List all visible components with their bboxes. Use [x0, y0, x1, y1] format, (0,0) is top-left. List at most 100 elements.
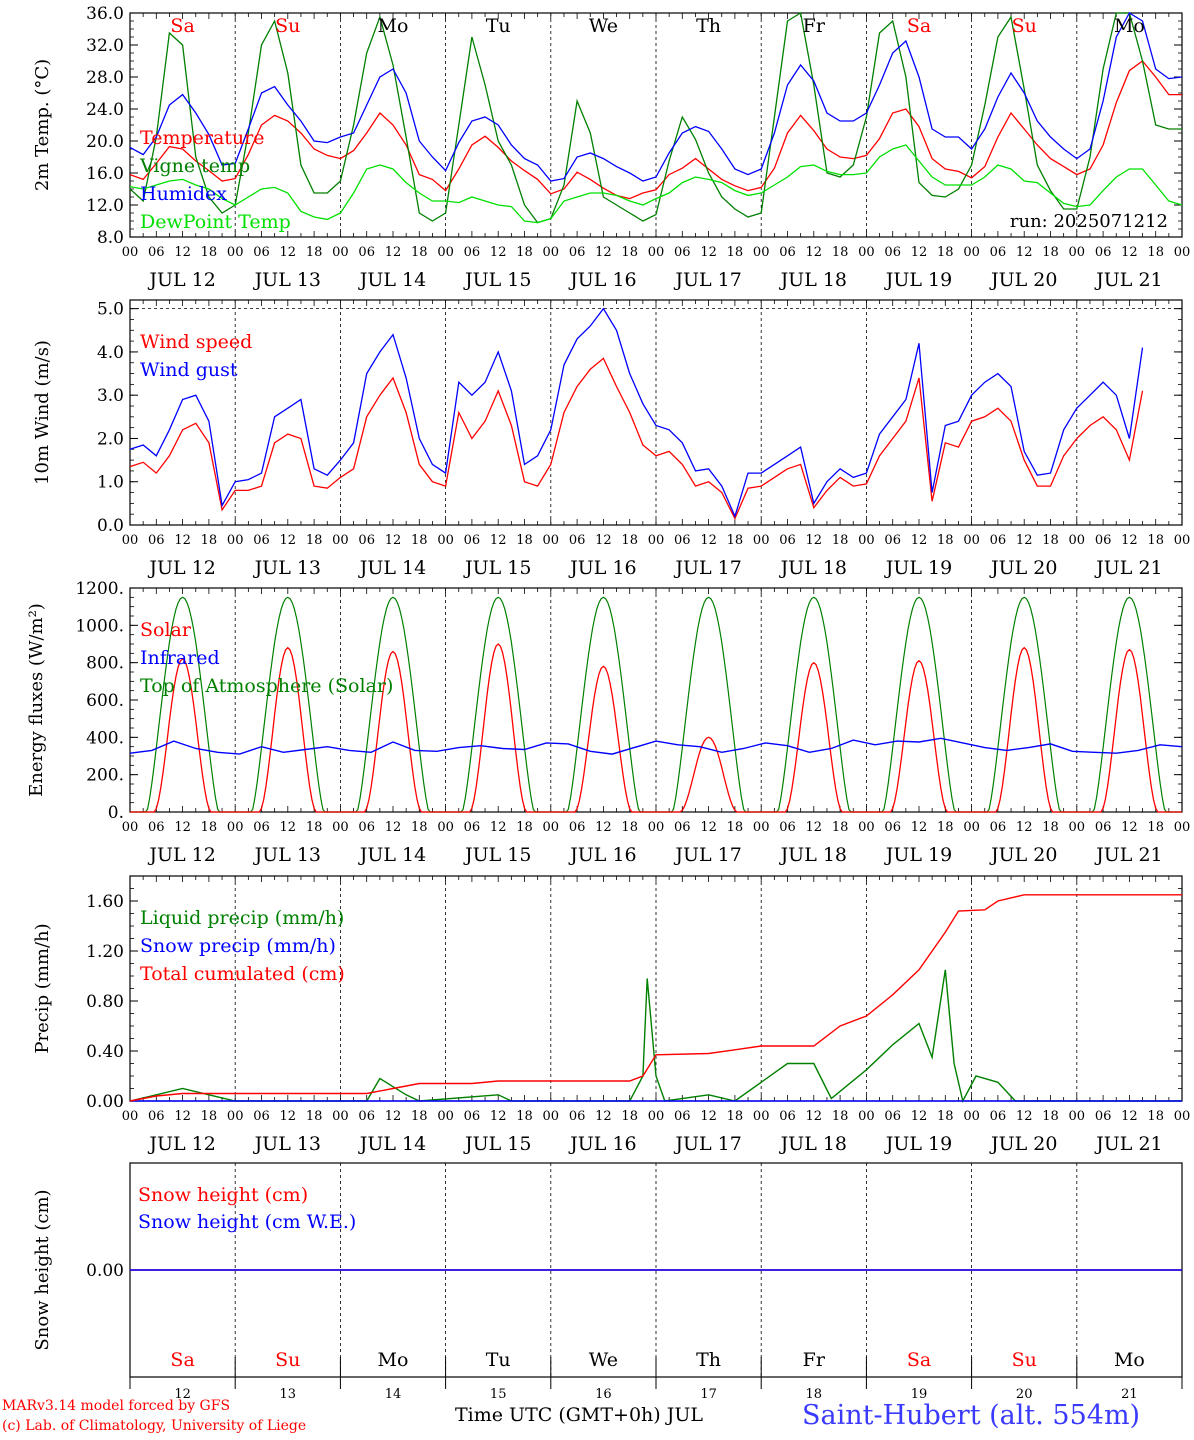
hour-tick-label: 00	[1069, 245, 1086, 260]
hour-tick-label: 06	[779, 245, 796, 260]
date-label: JUL 14	[358, 1133, 426, 1155]
y-tick-label: 0.00	[86, 1261, 124, 1281]
hour-tick-label: 06	[569, 820, 586, 835]
hour-tick-label: 18	[516, 1109, 533, 1124]
date-label: JUL 17	[673, 1133, 741, 1155]
hour-tick-label: 06	[358, 245, 375, 260]
plot-frame	[129, 12, 1183, 238]
hour-tick-label: 06	[464, 820, 481, 835]
hour-tick-label: 06	[569, 245, 586, 260]
hour-tick-label: 00	[543, 533, 560, 548]
weekday-label-top: Mo	[378, 15, 409, 37]
hour-tick-label: 12	[280, 1109, 297, 1124]
date-label: JUL 16	[568, 557, 636, 579]
series-line-total-cumulated-cm-	[129, 894, 1182, 1102]
hour-tick-label: 00	[122, 1109, 139, 1124]
hour-tick-label: 18	[937, 533, 954, 548]
date-label: JUL 15	[463, 557, 531, 579]
y-tick-label: 24.0	[86, 100, 124, 120]
y-tick-label: 1200.	[75, 579, 124, 599]
hour-tick-label: 00	[1069, 1109, 1086, 1124]
hour-tick-label: 00	[227, 1109, 244, 1124]
hour-tick-label: 00	[963, 245, 980, 260]
date-label: JUL 19	[884, 1133, 952, 1155]
hour-tick-label: 12	[1016, 1109, 1033, 1124]
hour-tick-label: 06	[1095, 820, 1112, 835]
day-number-label: 19	[911, 1387, 928, 1402]
y-tick-label: 1000.	[75, 616, 124, 636]
weekday-label-top: We	[589, 15, 618, 37]
hour-tick-label: 18	[621, 1109, 638, 1124]
hour-tick-label: 12	[1121, 533, 1138, 548]
y-tick-label: 1.20	[86, 942, 124, 962]
hour-tick-label: 18	[306, 1109, 323, 1124]
y-tick-label: 32.0	[86, 36, 124, 56]
hour-tick-label: 18	[516, 245, 533, 260]
hour-tick-label: 18	[1147, 245, 1164, 260]
hour-tick-label: 12	[174, 1109, 191, 1124]
hour-tick-label: 12	[385, 1109, 402, 1124]
hour-tick-label: 00	[648, 820, 665, 835]
hour-tick-label: 18	[516, 820, 533, 835]
weekday-label-top: Su	[1012, 15, 1037, 37]
hour-tick-label: 00	[753, 1109, 770, 1124]
hour-tick-label: 12	[1016, 245, 1033, 260]
hour-tick-label: 18	[201, 1109, 218, 1124]
hour-tick-label: 18	[727, 245, 744, 260]
legend-entry: Humidex	[140, 183, 227, 205]
hour-tick-label: 12	[1121, 1109, 1138, 1124]
date-label: JUL 13	[253, 269, 321, 291]
hour-tick-label: 00	[1174, 1109, 1191, 1124]
y-tick-label: 400.	[86, 728, 124, 748]
hour-tick-label: 00	[332, 1109, 349, 1124]
hour-tick-label: 12	[1016, 820, 1033, 835]
date-label: JUL 18	[779, 557, 847, 579]
hour-tick-label: 06	[779, 820, 796, 835]
hour-tick-label: 18	[727, 820, 744, 835]
legend-entry: Top of Atmosphere (Solar)	[140, 675, 393, 697]
day-number-label: 16	[595, 1387, 612, 1402]
date-label: JUL 17	[673, 269, 741, 291]
date-label: JUL 21	[1094, 269, 1162, 291]
weekday-label-bottom: Tu	[486, 1349, 511, 1371]
y-axis-title: Energy fluxes (W/m²)	[26, 603, 47, 797]
date-label: JUL 16	[568, 269, 636, 291]
hour-tick-label: 06	[884, 245, 901, 260]
y-tick-label: 0.40	[86, 1042, 124, 1062]
weekday-label-bottom: Th	[696, 1349, 721, 1371]
legend-entry: Snow height (cm)	[138, 1184, 308, 1206]
hour-tick-label: 00	[648, 245, 665, 260]
hour-tick-label: 12	[595, 245, 612, 260]
hour-tick-label: 12	[174, 820, 191, 835]
y-tick-label: 0.80	[86, 992, 124, 1012]
date-label: JUL 21	[1094, 1133, 1162, 1155]
hour-tick-label: 06	[884, 533, 901, 548]
weekday-label-top: Th	[696, 15, 721, 37]
series-line-temperature	[129, 60, 1182, 200]
y-axis-title: Precip (mm/h)	[32, 923, 53, 1053]
date-label: JUL 13	[253, 557, 321, 579]
date-label: JUL 20	[989, 557, 1057, 579]
hour-tick-label: 06	[253, 1109, 270, 1124]
legend-entry: Temperature	[140, 127, 264, 149]
weekday-label-bottom: Mo	[378, 1349, 409, 1371]
day-number-label: 20	[1016, 1387, 1033, 1402]
hour-tick-label: 18	[937, 1109, 954, 1124]
y-tick-label: 600.	[86, 691, 124, 711]
date-label: JUL 20	[989, 1133, 1057, 1155]
weekday-label-top: Sa	[170, 15, 194, 37]
time-axis-title: Time UTC (GMT+0h) JUL	[455, 1404, 703, 1426]
date-label: JUL 14	[358, 557, 426, 579]
y-tick-label: 2.0	[97, 429, 124, 449]
hour-tick-label: 00	[858, 245, 875, 260]
hour-tick-label: 12	[595, 533, 612, 548]
day-number-label: 13	[280, 1387, 297, 1402]
hour-tick-label: 18	[621, 533, 638, 548]
hour-tick-label: 12	[385, 245, 402, 260]
weekday-label-top: Sa	[907, 15, 931, 37]
hour-tick-label: 18	[832, 245, 849, 260]
hour-tick-label: 12	[595, 1109, 612, 1124]
date-label: JUL 12	[147, 1133, 215, 1155]
series-line-liquid-precip-mm-h-	[129, 969, 1182, 1103]
hour-tick-label: 06	[990, 820, 1007, 835]
